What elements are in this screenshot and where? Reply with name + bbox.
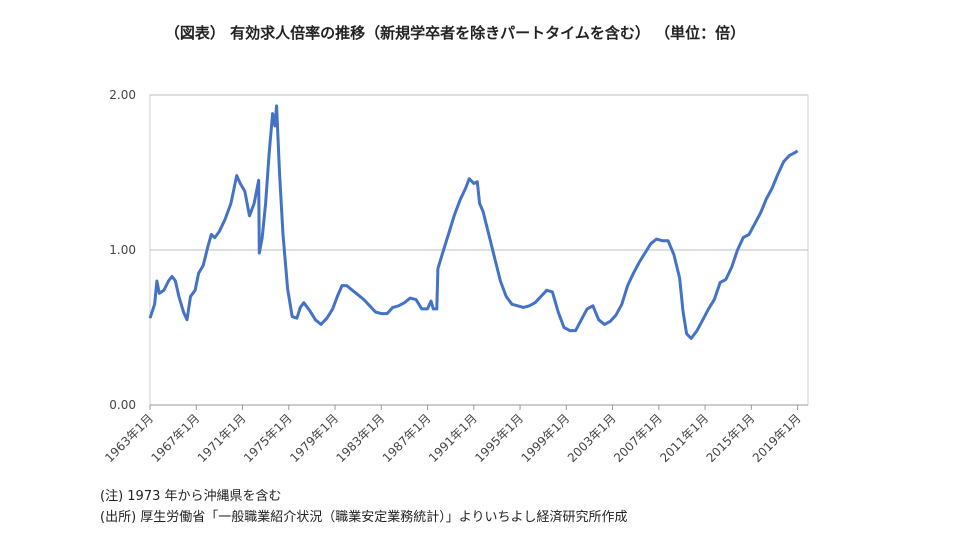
x-tick-label: 1967年1月: [149, 411, 203, 465]
x-tick-label: 2003年1月: [565, 411, 619, 465]
x-tick-label: 1975年1月: [241, 411, 295, 465]
x-tick-label: 1963年1月: [102, 411, 156, 465]
x-tick-label: 1983年1月: [334, 411, 388, 465]
x-tick-label: 2011年1月: [657, 411, 711, 465]
y-tick-label: 1.00: [109, 243, 136, 257]
x-tick-label: 1995年1月: [472, 411, 526, 465]
x-tick-label: 1991年1月: [426, 411, 480, 465]
y-tick-label: 2.00: [109, 88, 136, 102]
data-line: [148, 104, 799, 340]
x-tick-label: 1979年1月: [287, 411, 341, 465]
x-tick-label: 1971年1月: [195, 411, 249, 465]
x-tick-label: 1999年1月: [519, 411, 573, 465]
y-tick-label: 0.00: [109, 398, 136, 412]
chart-title: （図表） 有効求人倍率の推移（新規学卒者を除きパートタイムを含む） （単位：倍）: [165, 24, 745, 42]
x-tick-label: 2015年1月: [704, 411, 758, 465]
x-tick-label: 2007年1月: [611, 411, 665, 465]
x-tick-label: 1987年1月: [380, 411, 434, 465]
note: (出所) 厚生労働省「一般職業紹介状況（職業安定業務統計）」よりいちよし経済研究…: [100, 509, 628, 525]
x-tick-label: 2019年1月: [750, 411, 804, 465]
note: (注) 1973 年から沖縄県を含む: [100, 488, 282, 504]
